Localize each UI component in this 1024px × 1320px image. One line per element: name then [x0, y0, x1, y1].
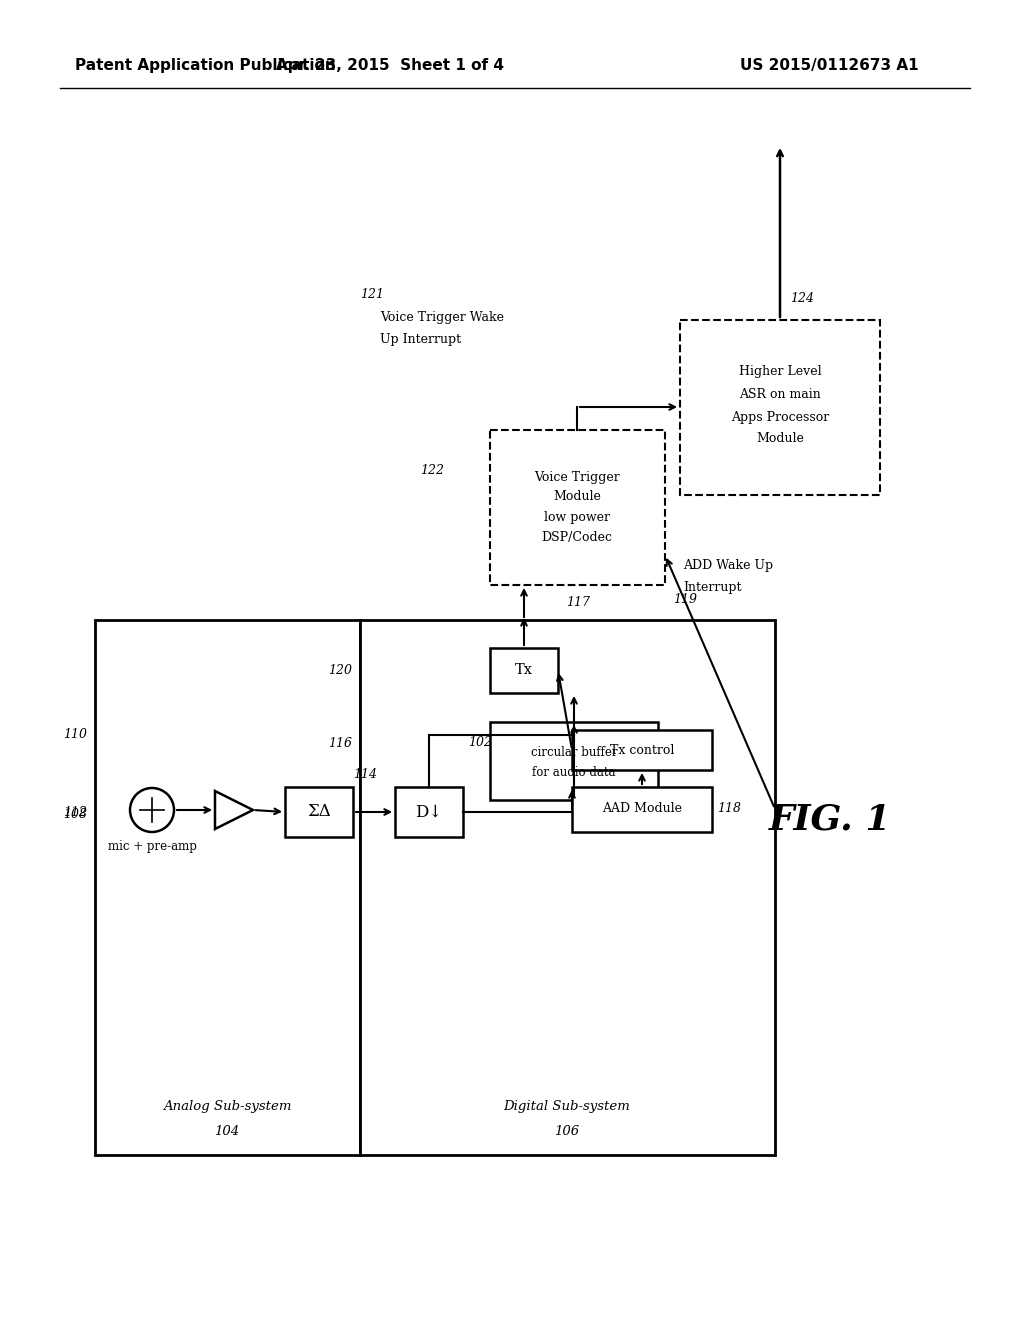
Text: 114: 114	[353, 768, 377, 781]
Text: Apr. 23, 2015  Sheet 1 of 4: Apr. 23, 2015 Sheet 1 of 4	[276, 58, 504, 73]
Text: ADD Wake Up: ADD Wake Up	[683, 558, 773, 572]
Text: Analog Sub-system: Analog Sub-system	[163, 1100, 291, 1113]
Bar	[572, 730, 712, 770]
Bar	[490, 722, 658, 800]
Text: D↓: D↓	[416, 804, 442, 821]
Text: Tx: Tx	[515, 663, 534, 677]
Text: circular buffer: circular buffer	[530, 747, 617, 759]
Text: 102: 102	[468, 735, 492, 748]
Text: low power: low power	[544, 511, 610, 524]
Text: Interrupt: Interrupt	[683, 581, 741, 594]
Text: 108: 108	[63, 808, 87, 821]
Text: US 2015/0112673 A1: US 2015/0112673 A1	[740, 58, 919, 73]
Bar	[395, 787, 463, 837]
Text: for audio data: for audio data	[532, 767, 615, 780]
Text: mic + pre-amp: mic + pre-amp	[108, 840, 197, 853]
Text: 121: 121	[360, 289, 384, 301]
Text: 118: 118	[717, 803, 741, 816]
Bar	[680, 319, 880, 495]
Text: Module: Module	[756, 433, 804, 446]
Text: Digital Sub-system: Digital Sub-system	[504, 1100, 631, 1113]
Text: 124: 124	[790, 292, 814, 305]
Bar	[95, 620, 360, 1155]
Text: Up Interrupt: Up Interrupt	[380, 334, 461, 346]
Text: ASR on main: ASR on main	[739, 388, 821, 401]
Text: Voice Trigger Wake: Voice Trigger Wake	[380, 312, 504, 325]
Bar	[490, 648, 558, 693]
Text: 112: 112	[63, 805, 87, 818]
Text: 117: 117	[566, 595, 590, 609]
Text: Patent Application Publication: Patent Application Publication	[75, 58, 336, 73]
Bar	[572, 787, 712, 832]
Bar	[360, 620, 775, 1155]
Text: 119: 119	[673, 593, 697, 606]
Text: DSP/Codec: DSP/Codec	[542, 531, 612, 544]
Text: ΣΔ: ΣΔ	[307, 804, 331, 821]
Text: Module: Module	[553, 491, 601, 503]
Text: 122: 122	[420, 463, 444, 477]
Text: 106: 106	[554, 1125, 580, 1138]
Text: AAD Module: AAD Module	[602, 803, 682, 816]
Text: 110: 110	[63, 729, 87, 742]
Text: 116: 116	[328, 737, 352, 750]
Text: Voice Trigger: Voice Trigger	[535, 470, 620, 483]
Text: 120: 120	[328, 664, 352, 676]
Text: Tx control: Tx control	[610, 743, 674, 756]
Text: FIG. 1: FIG. 1	[769, 803, 891, 837]
Bar	[285, 787, 353, 837]
Text: Apps Processor: Apps Processor	[731, 411, 829, 424]
Text: Higher Level: Higher Level	[738, 366, 821, 379]
Bar	[490, 430, 665, 585]
Text: 104: 104	[214, 1125, 240, 1138]
